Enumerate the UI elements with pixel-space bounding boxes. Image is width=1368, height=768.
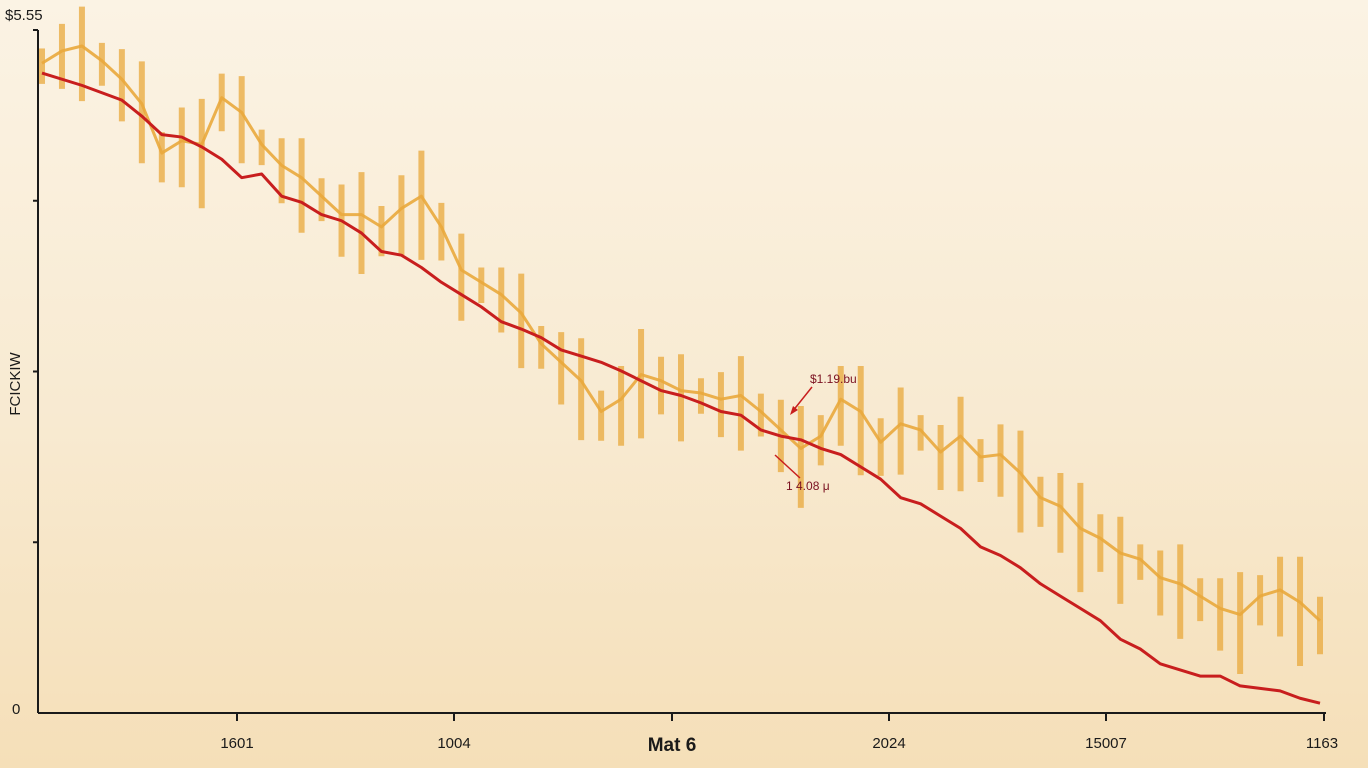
x-tick-label: 1601 [220,735,253,752]
x-tick-label: 2024 [872,735,905,752]
annotation-pointer [791,386,813,413]
price-line [41,44,1322,622]
annotation-label: $1.19.bu [810,372,857,386]
y-zero-label: 0 [12,701,20,718]
annotation-label: 1 4.08 μ [786,479,830,493]
x-axis-label: Mat 6 [648,735,697,756]
x-tick-label: 1163 [1306,735,1338,752]
annotation-pointer [774,454,801,479]
x-tick-label: 1004 [437,735,470,752]
y-axis-label: FCICKIW [7,351,24,415]
y-top-label: $5.55 [5,7,43,24]
x-tick-label: 15007 [1085,735,1127,752]
trend-line [41,71,1321,705]
annotation-arrowhead [790,406,798,415]
